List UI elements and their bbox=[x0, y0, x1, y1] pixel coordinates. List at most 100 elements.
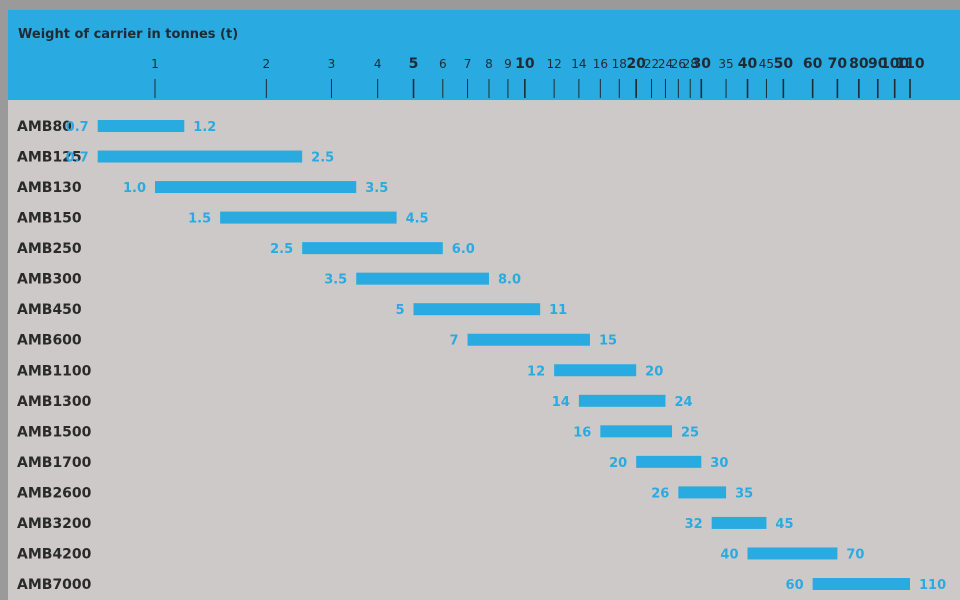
range-bar bbox=[97, 150, 303, 163]
min-value-label: 16 bbox=[573, 425, 591, 440]
max-value-label: 35 bbox=[735, 486, 753, 501]
max-value-label: 25 bbox=[681, 425, 699, 440]
x-tick-label: 16 bbox=[593, 57, 608, 71]
min-value-label: 2.5 bbox=[270, 242, 293, 257]
x-tick-label: 90 bbox=[868, 56, 888, 72]
x-tick-label: 10 bbox=[515, 56, 535, 72]
row-label: AMB3200 bbox=[17, 516, 92, 532]
max-value-label: 1.2 bbox=[193, 120, 216, 135]
range-bar bbox=[678, 486, 727, 499]
row-label: AMB4200 bbox=[17, 546, 92, 562]
row-label: AMB80 bbox=[17, 119, 72, 135]
x-tick-label: 28 bbox=[683, 57, 698, 71]
x-tick-label: 100 bbox=[880, 56, 909, 72]
range-bar bbox=[747, 547, 838, 560]
max-value-label: 3.5 bbox=[365, 181, 388, 196]
row-label: AMB1500 bbox=[17, 424, 92, 440]
min-value-label: 1.5 bbox=[188, 212, 211, 227]
x-tick-label: 60 bbox=[803, 56, 823, 72]
x-tick-label: 80 bbox=[849, 56, 869, 72]
range-bar bbox=[97, 120, 185, 132]
min-value-label: 60 bbox=[786, 578, 804, 593]
max-value-label: 15 bbox=[599, 334, 617, 349]
range-row: AMB130 1.0 3.5 bbox=[17, 180, 388, 196]
x-tick-label: 9 bbox=[504, 57, 512, 71]
range-row: AMB150 1.5 4.5 bbox=[17, 211, 429, 227]
min-value-label: 7 bbox=[450, 334, 459, 349]
row-label: AMB125 bbox=[17, 150, 82, 166]
min-value-label: 0.7 bbox=[66, 151, 89, 166]
x-tick-label: 18 bbox=[612, 57, 627, 71]
max-value-label: 2.5 bbox=[311, 151, 334, 166]
max-value-label: 4.5 bbox=[406, 212, 429, 227]
max-value-label: 24 bbox=[674, 395, 692, 410]
x-tick-label: 70 bbox=[828, 56, 848, 72]
range-bar bbox=[220, 211, 397, 224]
x-tick-label: 3 bbox=[328, 57, 336, 71]
max-value-label: 45 bbox=[775, 517, 793, 532]
range-row: AMB7000 60 110 bbox=[17, 577, 946, 593]
x-tick-label: 8 bbox=[485, 57, 493, 71]
min-value-label: 40 bbox=[720, 547, 738, 562]
x-tick-label: 110 bbox=[895, 56, 924, 72]
max-value-label: 110 bbox=[919, 578, 946, 593]
min-value-label: 0.7 bbox=[66, 120, 89, 135]
max-value-label: 30 bbox=[710, 456, 728, 471]
range-bar bbox=[302, 242, 443, 255]
x-tick-label: 4 bbox=[374, 57, 382, 71]
x-tick-label: 12 bbox=[546, 57, 561, 71]
x-tick-label: 14 bbox=[571, 57, 586, 71]
range-row: AMB1100 12 20 bbox=[17, 363, 663, 379]
x-tick-label: 30 bbox=[692, 56, 712, 72]
max-value-label: 8.0 bbox=[498, 273, 521, 288]
row-label: AMB1100 bbox=[17, 363, 92, 379]
max-value-label: 70 bbox=[846, 547, 864, 562]
range-row: AMB2600 26 35 bbox=[17, 485, 753, 501]
row-label: AMB600 bbox=[17, 333, 82, 349]
range-bar bbox=[578, 394, 666, 407]
min-value-label: 20 bbox=[609, 456, 627, 471]
row-label: AMB150 bbox=[17, 211, 82, 227]
range-row: AMB4200 40 70 bbox=[17, 546, 864, 562]
range-bar bbox=[636, 455, 702, 468]
range-row: AMB450 5 11 bbox=[17, 302, 567, 318]
max-value-label: 20 bbox=[645, 364, 663, 379]
range-bar bbox=[554, 364, 637, 377]
min-value-label: 1.0 bbox=[123, 181, 146, 196]
min-value-label: 3.5 bbox=[324, 273, 347, 288]
range-row: AMB250 2.5 6.0 bbox=[17, 241, 475, 257]
x-tick-label: 2 bbox=[263, 57, 271, 71]
row-label: AMB1700 bbox=[17, 455, 92, 471]
min-value-label: 12 bbox=[527, 364, 545, 379]
min-value-label: 5 bbox=[395, 303, 404, 318]
range-bar bbox=[155, 181, 357, 194]
x-tick-label: 24 bbox=[658, 57, 673, 71]
range-row: AMB600 7 15 bbox=[17, 333, 617, 349]
range-bar bbox=[812, 578, 910, 590]
x-tick-label: 7 bbox=[464, 57, 472, 71]
max-value-label: 6.0 bbox=[452, 242, 475, 257]
chart-header-band bbox=[8, 10, 960, 100]
range-row: AMB300 3.5 8.0 bbox=[17, 272, 521, 288]
x-tick-label: 35 bbox=[718, 57, 733, 71]
x-tick-label: 1 bbox=[151, 57, 159, 71]
min-value-label: 32 bbox=[685, 517, 703, 532]
x-tick-label: 5 bbox=[409, 56, 419, 72]
range-bar bbox=[467, 333, 590, 346]
row-label: AMB450 bbox=[17, 302, 82, 318]
chart-title: Weight of carrier in tonnes (t) bbox=[18, 27, 238, 42]
x-tick-label: 40 bbox=[738, 56, 758, 72]
x-tick-label: 20 bbox=[626, 56, 646, 72]
min-value-label: 26 bbox=[651, 486, 669, 501]
range-row: AMB3200 32 45 bbox=[17, 516, 794, 532]
range-bar bbox=[356, 272, 490, 285]
row-label: AMB130 bbox=[17, 180, 82, 196]
x-tick-label: 50 bbox=[774, 56, 794, 72]
row-label: AMB7000 bbox=[17, 577, 92, 593]
min-value-label: 14 bbox=[552, 395, 570, 410]
